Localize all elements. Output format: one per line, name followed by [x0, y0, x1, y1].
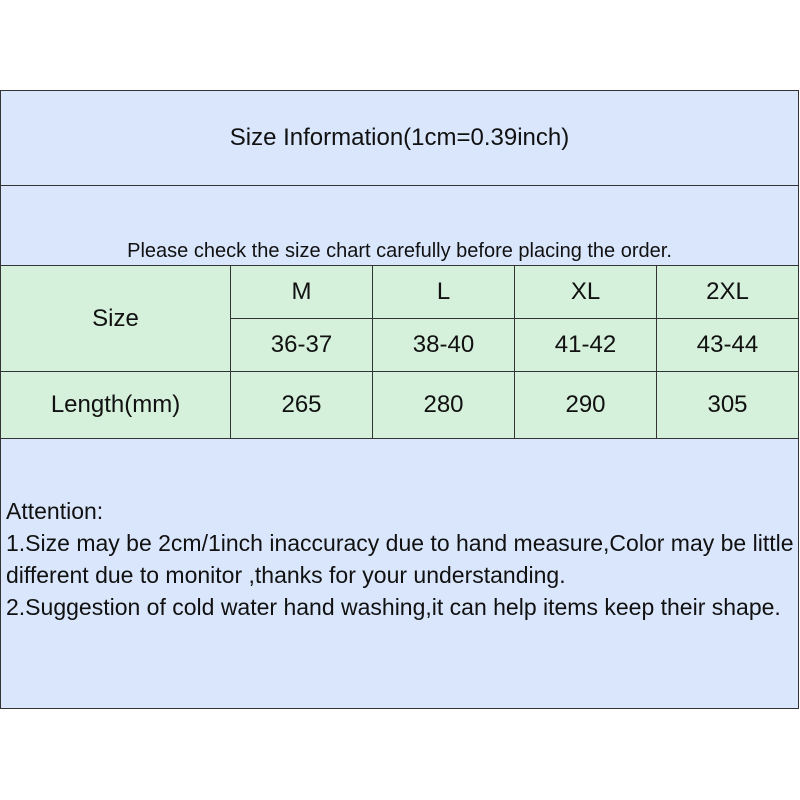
eu-size-cell: 43-44 — [656, 318, 799, 372]
size-info-title: Size Information(1cm=0.39inch) — [0, 90, 799, 186]
eu-size-cell: 36-37 — [230, 318, 373, 372]
size-cell-xl: XL — [514, 265, 657, 319]
attention-section: Attention: 1.Size may be 2cm/1inch inacc… — [0, 438, 799, 709]
attention-heading: Attention: — [6, 498, 104, 524]
size-label-cell: Size — [0, 265, 231, 372]
length-cell: 280 — [372, 371, 515, 439]
length-cell: 305 — [656, 371, 799, 439]
order-notice: Please check the size chart carefully be… — [0, 185, 799, 266]
size-cell-l: L — [372, 265, 515, 319]
length-label-cell: Length(mm) — [0, 371, 231, 439]
size-cell-2xl: 2XL — [656, 265, 799, 319]
size-cell-m: M — [230, 265, 373, 319]
length-cell: 290 — [514, 371, 657, 439]
eu-size-cell: 41-42 — [514, 318, 657, 372]
length-cell: 265 — [230, 371, 373, 439]
attention-line: 1.Size may be 2cm/1inch inaccuracy due t… — [6, 530, 794, 588]
eu-size-cell: 38-40 — [372, 318, 515, 372]
attention-line: 2.Suggestion of cold water hand washing,… — [6, 594, 781, 620]
